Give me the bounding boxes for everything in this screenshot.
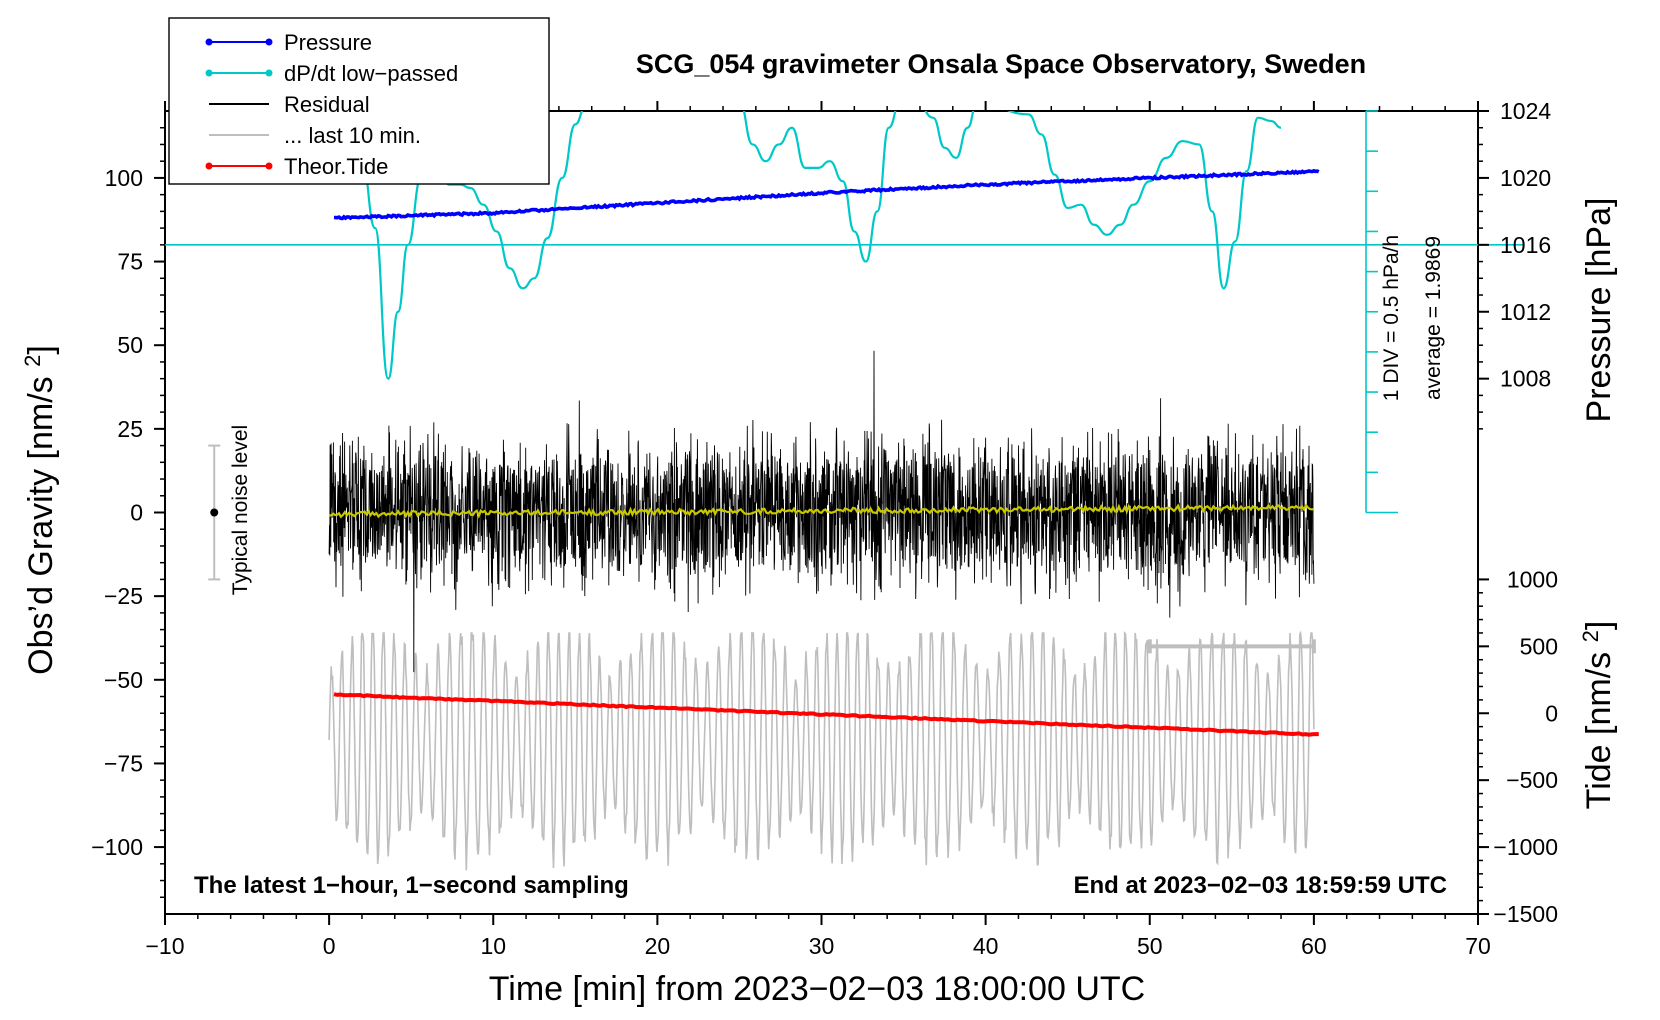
tide-tick-label: −500 <box>1506 767 1558 793</box>
tide-tick-label: −1000 <box>1493 834 1558 860</box>
grey-gravity-line <box>328 630 1315 871</box>
tide-axis-title: Tide [nm/s 2] <box>1578 621 1619 810</box>
x-axis-title: Time [min] from 2023−02−03 18:00:00 UTC <box>489 970 1145 1008</box>
residual-line <box>328 350 1315 673</box>
x-tick-label: 30 <box>809 933 835 959</box>
y-axis-title-left-text: Obs’d Gravity [nm/s <box>22 376 60 675</box>
y-tick-label-left: 0 <box>130 500 143 526</box>
noise-bar-dot <box>210 508 219 517</box>
legend-label: Theor.Tide <box>284 154 388 179</box>
y-axis-title-left: Obs’d Gravity [nm/s 2] <box>20 345 61 675</box>
x-tick-label: 60 <box>1301 933 1327 959</box>
legend-label: Pressure <box>284 30 372 55</box>
y-tick-label-left: −50 <box>104 667 143 693</box>
y-tick-label-left: −75 <box>104 750 143 776</box>
tide-axis-title-text: Tide [nm/s <box>1580 652 1618 809</box>
x-tick-label: 70 <box>1465 933 1491 959</box>
legend-marker <box>265 162 273 170</box>
y-tick-label-left: −25 <box>104 583 143 609</box>
legend-marker <box>265 69 273 77</box>
y-tick-label-left: 50 <box>117 332 143 358</box>
tide-tick-label: 0 <box>1545 700 1558 726</box>
legend-marker <box>205 162 213 170</box>
tide-tick-label: 500 <box>1520 633 1558 659</box>
bottom-right-note: End at 2023−02−03 18:59:59 UTC <box>1073 872 1447 899</box>
y-tick-label-left: 100 <box>105 165 143 191</box>
x-tick-label: −10 <box>145 933 184 959</box>
legend: Pressure dP/dt low−passed Residual ... last… <box>168 17 550 185</box>
dpdt-line <box>360 111 1282 380</box>
series-group <box>165 110 1523 871</box>
x-tick-label: 0 <box>323 933 336 959</box>
legend-label: Residual <box>284 92 370 117</box>
pressure-tick-label: 1020 <box>1500 165 1551 191</box>
y-tick-label-left: 25 <box>117 416 143 442</box>
pressure-line <box>333 168 1320 221</box>
pressure-tick-label: 1016 <box>1500 232 1551 258</box>
x-tick-label: 10 <box>480 933 506 959</box>
noise-label: Typical noise level <box>229 425 252 595</box>
y-tick-label-left: 75 <box>117 249 143 275</box>
tide-tick-label: −1500 <box>1493 901 1558 927</box>
bottom-left-note: The latest 1−hour, 1−second sampling <box>194 872 629 899</box>
pressure-tick-label: 1024 <box>1500 98 1551 124</box>
axes-group: −10 0 10 20 30 40 50 60 701007550250−25−50−75−10… <box>91 98 1558 959</box>
pressure-tick-label: 1012 <box>1500 299 1551 325</box>
theor-tide-line <box>333 692 1319 737</box>
y-tick-label-left: −100 <box>91 834 143 860</box>
smoothed-residual-line <box>329 503 1315 519</box>
legend-box <box>168 17 550 185</box>
chart-title: SCG_054 gravimeter Onsala Space Observat… <box>636 49 1366 79</box>
pressure-axis-title: Pressure [hPa] <box>1580 198 1618 423</box>
x-tick-label: 50 <box>1137 933 1163 959</box>
legend-label: dP/dt low−passed <box>284 61 458 86</box>
div-label: 1 DIV = 0.5 hPa/h <box>1380 235 1403 401</box>
pressure-tick-label: 1008 <box>1500 366 1551 392</box>
x-tick-label: 40 <box>973 933 999 959</box>
legend-label: ... last 10 min. <box>284 123 421 148</box>
average-label: average = 1.9869 <box>1422 236 1445 400</box>
legend-marker <box>205 38 213 46</box>
tide-tick-label: 1000 <box>1507 566 1558 592</box>
legend-marker <box>265 38 273 46</box>
legend-marker <box>205 69 213 77</box>
x-tick-label: 20 <box>645 933 671 959</box>
